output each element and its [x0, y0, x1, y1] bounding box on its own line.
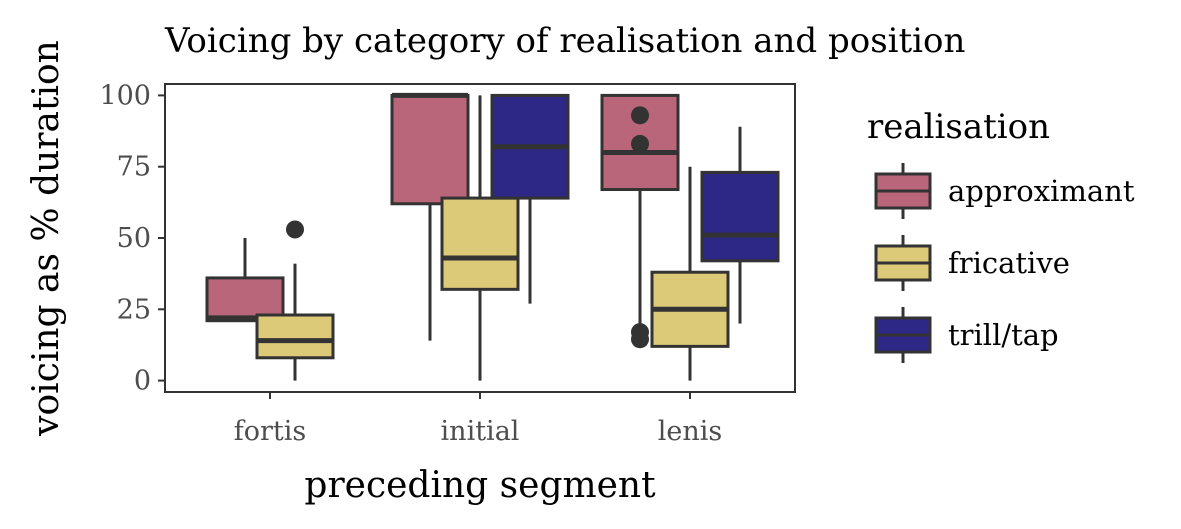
legend-label: trill/tap [948, 318, 1059, 352]
box-body [440, 196, 520, 291]
y-tick-label: 50 [117, 223, 151, 254]
box-body [390, 93, 470, 206]
legend: realisation approximant fricative trill/ta… [867, 107, 1135, 363]
x-axis: fortis initial lenis [234, 392, 723, 447]
x-tick-label: lenis [658, 416, 723, 447]
y-tick-label: 100 [99, 80, 151, 111]
y-axis-title: voicing as % duration [26, 40, 67, 437]
y-tick-label: 0 [134, 366, 151, 397]
x-axis-title: preceding segment [304, 465, 656, 506]
legend-label: fricative [948, 246, 1070, 280]
box-fortis-fricative [255, 220, 335, 381]
legend-key-approximant: approximant [874, 163, 1135, 219]
outlier-point [286, 220, 304, 239]
legend-title: realisation [867, 107, 1050, 147]
outlier-point [631, 323, 649, 342]
x-tick-label: fortis [234, 416, 307, 447]
chart-title: Voicing by category of realisation and p… [164, 21, 965, 61]
box-initial-trill-tap [490, 93, 570, 304]
y-tick-label: 75 [117, 152, 151, 183]
legend-key-fricative: fricative [874, 235, 1070, 291]
legend-key-trill-tap: trill/tap [874, 307, 1059, 363]
box-layer [205, 92, 780, 381]
box-initial-fricative [440, 95, 520, 381]
box-body [255, 313, 335, 360]
x-tick-label: initial [441, 416, 520, 447]
outlier-point [631, 106, 649, 125]
y-axis: 0 25 50 75 100 [99, 80, 165, 397]
box-lenis-fricative [650, 166, 730, 381]
box-body [700, 170, 780, 263]
box-initial-approximant [390, 92, 470, 341]
legend-keys: approximant fricative trill/tap [874, 163, 1135, 363]
y-tick-label: 25 [117, 294, 151, 325]
outlier-point [631, 134, 649, 153]
box-lenis-approximant [600, 93, 680, 349]
legend-label: approximant [948, 174, 1135, 208]
box-lenis-trill-tap [700, 126, 780, 324]
